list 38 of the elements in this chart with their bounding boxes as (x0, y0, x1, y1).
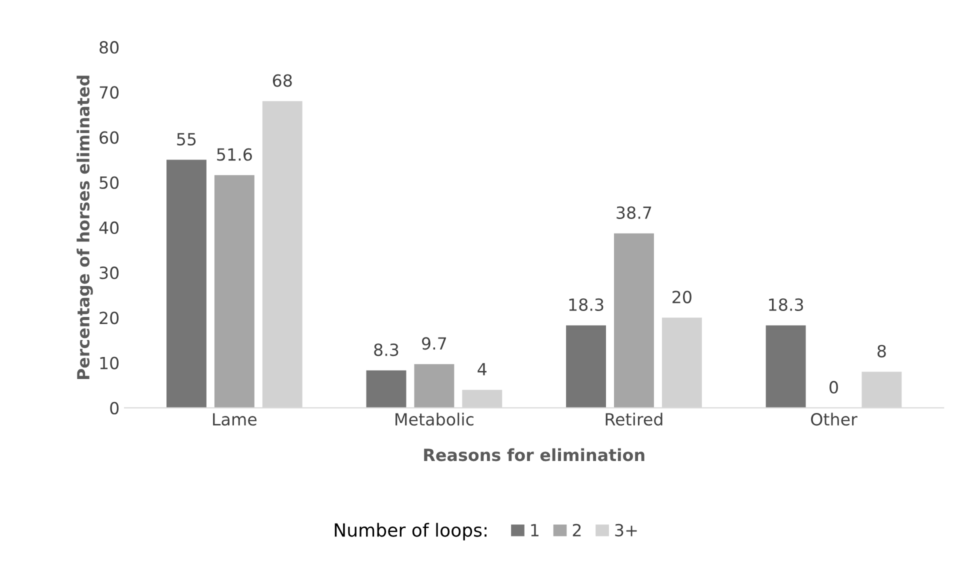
y-tick-label: 40 (99, 221, 119, 234)
bar (166, 160, 206, 408)
bar (214, 175, 254, 408)
y-tick-label: 10 (100, 356, 119, 370)
y-tick-label: 20 (100, 312, 119, 324)
legend-label: 2 (572, 524, 581, 536)
y-tick-label: 30 (100, 266, 119, 280)
data-label: 8.3 (374, 343, 398, 356)
bar (366, 370, 406, 408)
data-label: 51.6 (217, 148, 252, 161)
data-label: 68 (272, 74, 292, 87)
x-tick-label: Other (811, 412, 858, 426)
bar (566, 325, 606, 408)
y-tick-label: 70 (100, 86, 119, 99)
data-label: 8 (878, 344, 886, 358)
data-label: 4 (478, 363, 487, 376)
data-label: 20 (672, 290, 692, 304)
data-label: 55 (177, 133, 196, 146)
y-tick-label: 60 (100, 131, 119, 144)
legend-label: 1 (531, 524, 538, 536)
y-tick-label: 50 (100, 176, 119, 189)
bar (614, 233, 654, 408)
data-label: 18.3 (569, 298, 604, 311)
data-label: 9.7 (422, 337, 446, 350)
bar (766, 325, 806, 408)
legend-label: 3+ (615, 524, 637, 536)
y-axis-title: Percentage of horses eliminated (76, 76, 93, 380)
data-label: 38.7 (616, 206, 652, 219)
x-tick-label: Lame (213, 413, 257, 426)
x-axis-title: Reasons for elimination (424, 448, 644, 462)
legend-title: Number of loops: (334, 522, 486, 540)
y-tick-label: 0 (110, 402, 119, 414)
x-tick-label: Retired (606, 412, 662, 426)
y-tick-label: 80 (100, 41, 119, 54)
data-label: 0 (830, 380, 838, 394)
data-label: 18.3 (769, 298, 804, 311)
bar (414, 364, 454, 408)
x-tick-label: Metabolic (396, 412, 474, 426)
